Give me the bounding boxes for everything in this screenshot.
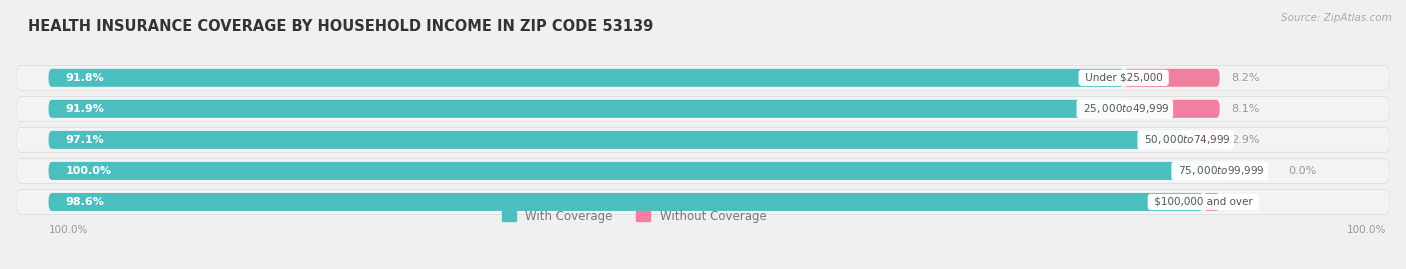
FancyBboxPatch shape [48,131,1185,149]
FancyBboxPatch shape [17,128,1389,152]
Text: 100.0%: 100.0% [1347,225,1386,235]
FancyBboxPatch shape [48,100,1125,118]
Text: 0.0%: 0.0% [1289,166,1317,176]
FancyBboxPatch shape [1185,131,1220,149]
FancyBboxPatch shape [17,96,1389,122]
FancyBboxPatch shape [1125,100,1220,118]
Text: $25,000 to $49,999: $25,000 to $49,999 [1080,102,1170,115]
Text: $75,000 to $99,999: $75,000 to $99,999 [1174,164,1265,178]
FancyBboxPatch shape [48,69,1123,87]
Text: Source: ZipAtlas.com: Source: ZipAtlas.com [1281,13,1392,23]
Text: 8.2%: 8.2% [1232,73,1260,83]
Text: $100,000 and over: $100,000 and over [1150,197,1256,207]
Text: 98.6%: 98.6% [66,197,104,207]
FancyBboxPatch shape [1123,69,1220,87]
FancyBboxPatch shape [48,162,1220,180]
FancyBboxPatch shape [1204,193,1220,211]
FancyBboxPatch shape [17,190,1389,214]
Text: 97.1%: 97.1% [66,135,104,145]
Text: $50,000 to $74,999: $50,000 to $74,999 [1140,133,1230,146]
Text: 1.4%: 1.4% [1232,197,1260,207]
Text: Under $25,000: Under $25,000 [1081,73,1166,83]
Text: 91.9%: 91.9% [66,104,104,114]
Text: 91.8%: 91.8% [66,73,104,83]
FancyBboxPatch shape [17,158,1389,184]
Legend: With Coverage, Without Coverage: With Coverage, Without Coverage [496,205,772,228]
FancyBboxPatch shape [17,189,1389,215]
FancyBboxPatch shape [17,97,1389,121]
Text: 100.0%: 100.0% [66,166,111,176]
FancyBboxPatch shape [17,65,1389,91]
Text: HEALTH INSURANCE COVERAGE BY HOUSEHOLD INCOME IN ZIP CODE 53139: HEALTH INSURANCE COVERAGE BY HOUSEHOLD I… [28,19,654,34]
FancyBboxPatch shape [17,159,1389,183]
FancyBboxPatch shape [17,66,1389,90]
FancyBboxPatch shape [17,127,1389,153]
Text: 2.9%: 2.9% [1232,135,1260,145]
FancyBboxPatch shape [48,193,1204,211]
Text: 8.1%: 8.1% [1232,104,1260,114]
Text: 100.0%: 100.0% [48,225,89,235]
